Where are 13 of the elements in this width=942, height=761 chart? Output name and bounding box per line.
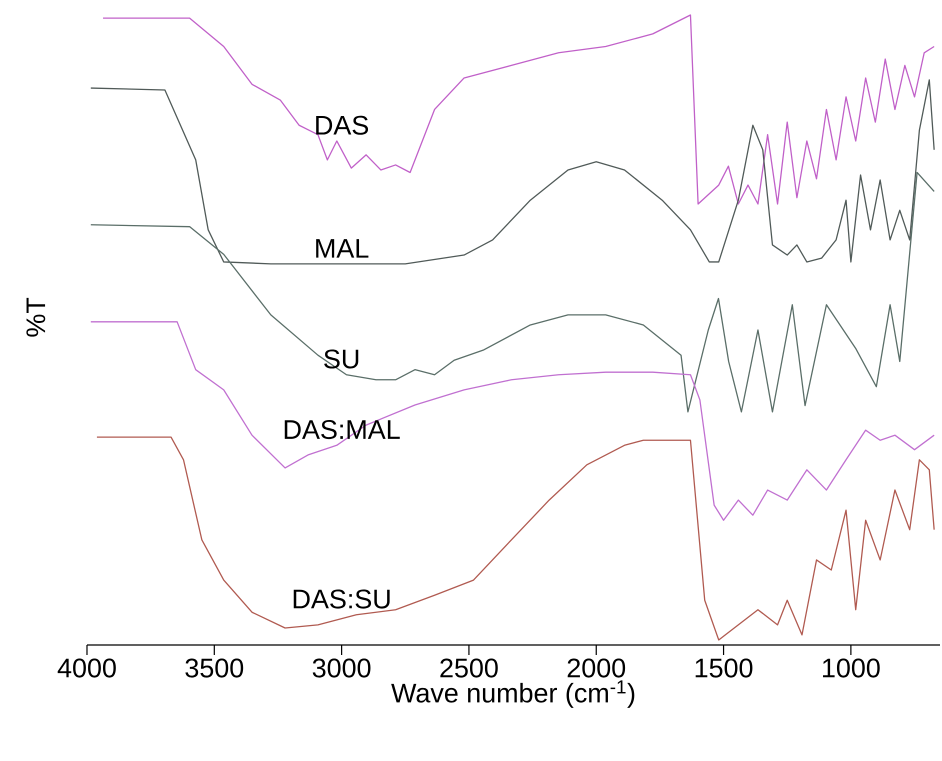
x-tick-label: 1500 (696, 658, 752, 678)
series-label: DAS (316, 116, 368, 135)
series-label: SU (324, 349, 358, 369)
y-axis-title: %T (26, 298, 46, 337)
series-label: MAL (316, 239, 368, 258)
x-tick-label: 3500 (185, 658, 244, 678)
x-axis-title: Wave number (cm$^{-1}$) (391, 680, 634, 708)
x-tick-label: 4000 (58, 658, 116, 678)
x-tick-label: 2000 (568, 658, 626, 678)
series-label: DAS:SU (294, 590, 390, 609)
x-tick-label: 2500 (440, 658, 498, 678)
x-tick-label: 1000 (823, 658, 880, 678)
x-tick-label: 3000 (312, 658, 370, 678)
